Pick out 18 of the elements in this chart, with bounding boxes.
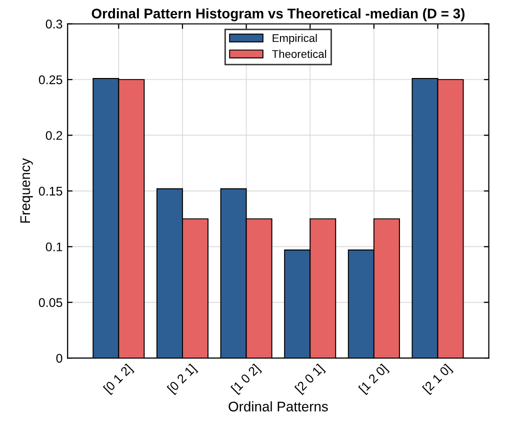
legend-label: Theoretical <box>272 50 326 58</box>
legend-label: Empirical <box>272 34 317 44</box>
y-axis-title: Frequency <box>20 158 33 223</box>
y-tick-label: 0.3 <box>46 20 62 29</box>
x-tick-label: [0 2 1] <box>166 364 198 396</box>
x-tick-label: [2 1 0] <box>422 364 454 396</box>
x-tick-label: [2 0 1] <box>294 364 326 396</box>
y-tick-label: 0 <box>56 354 62 363</box>
y-tick-label: 0.15 <box>38 186 62 196</box>
x-tick-label: [0 1 2] <box>102 364 134 396</box>
y-tick-label: 0.05 <box>38 298 62 308</box>
chart-title: Ordinal Pattern Histogram vs Theoretical -median (D = 3) <box>92 8 464 22</box>
x-tick-label: [1 2 0] <box>358 364 390 396</box>
x-tick-label: [1 0 2] <box>230 364 262 396</box>
y-tick-label: 0.25 <box>38 75 62 84</box>
x-axis-title: Ordinal Patterns <box>228 401 328 412</box>
y-tick-label: 0.2 <box>46 131 62 140</box>
y-tick-label: 0.1 <box>46 242 62 252</box>
